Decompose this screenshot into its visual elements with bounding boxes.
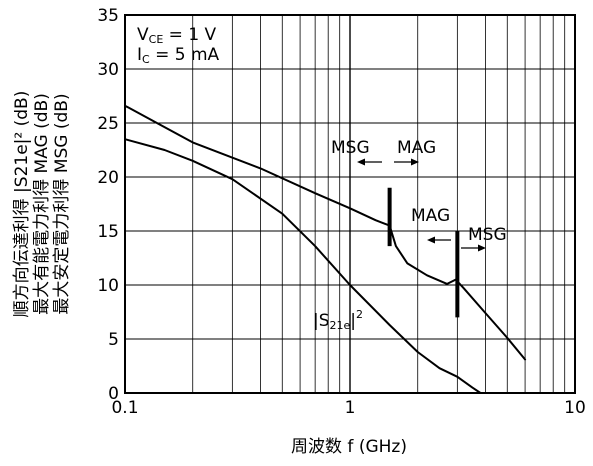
y-tick-label: 35: [97, 6, 119, 26]
y-tick-label: 15: [97, 222, 119, 242]
plot-frame: [124, 14, 576, 394]
arrow-msg-left: [357, 158, 382, 166]
y-tick-label: 20: [97, 168, 119, 188]
x-tick-label: 10: [564, 398, 586, 418]
label-mag-right: MAG: [397, 138, 436, 158]
condition-ic: IC = 5 mA: [137, 45, 220, 66]
y-axis-label-line-1: 順方向伝達利得 |S21e|² (dB): [12, 91, 32, 318]
y-tick-label: 25: [97, 114, 119, 134]
arrow-mag-left: [427, 236, 451, 244]
y-axis-label-line-3: 最大安定電力利得 MSG (dB): [52, 93, 72, 314]
y-tick-label: 0: [108, 384, 119, 404]
label-s21: |S21e|2: [313, 308, 363, 332]
curves: [124, 104, 527, 394]
condition-vce: VCE = 1 V: [137, 25, 217, 46]
series-line-s21: [124, 138, 482, 394]
x-tick-labels: 0.1 1 10: [111, 398, 585, 418]
label-msg-left: MSG: [331, 138, 370, 158]
y-tick-label: 30: [97, 60, 119, 80]
arrow-mag-right: [394, 158, 419, 166]
arrow-msg-right: [461, 244, 486, 252]
series-line-msg_mag: [124, 104, 527, 361]
grid: [125, 15, 575, 393]
y-tick-label: 10: [97, 276, 119, 296]
y-tick-labels: 0 5 10 15 20 25 30 35: [97, 6, 119, 404]
x-axis-label: 周波数 f (GHz): [291, 437, 407, 457]
y-axis-label-line-2: 最大有能電力利得 MAG (dB): [32, 93, 52, 315]
y-tick-label: 5: [108, 330, 119, 350]
marker-lines: [387, 187, 460, 318]
x-tick-label: 0.1: [111, 398, 138, 418]
label-mag-left: MAG: [411, 206, 450, 226]
label-msg-right: MSG: [468, 225, 507, 245]
x-tick-label: 1: [345, 398, 356, 418]
y-axis-label: 順方向伝達利得 |S21e|² (dB) 最大有能電力利得 MAG (dB) 最…: [12, 91, 72, 318]
